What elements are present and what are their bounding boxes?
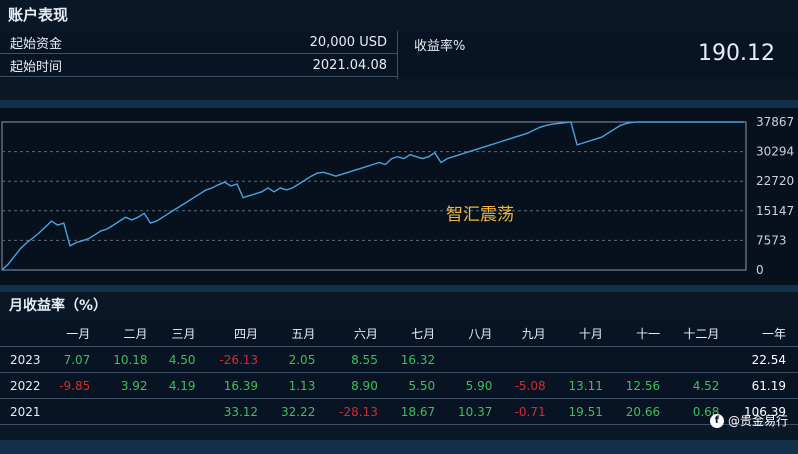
divider [397, 31, 398, 79]
monthly-row: 2022 -9.85 3.92 4.19 16.39 1.13 8.90 5.50 5.90 -5… [0, 372, 798, 399]
header-month: 一年 [731, 320, 798, 347]
header-month: 五月 [270, 320, 328, 347]
month-value-cell: 4.50 [159, 346, 208, 373]
header-month: 三月 [159, 320, 208, 347]
bottom-strip [0, 440, 798, 454]
month-value-cell: 4.19 [159, 372, 208, 399]
month-value-cell: 4.52 [672, 372, 732, 399]
y-tick-label: 0 [756, 263, 764, 277]
watermark: f @贵金易行 [709, 412, 788, 429]
account-row-start: 起始时间 2021.04.08 [0, 53, 397, 77]
header-month: 九月 [504, 320, 558, 347]
chart-annotation: 智汇震荡 [446, 205, 514, 225]
header-month: 六月 [327, 320, 390, 347]
account-title: 账户表现 [0, 0, 798, 30]
header-month: 八月 [447, 320, 505, 347]
month-value-cell: 19.51 [557, 398, 615, 425]
month-value-cell [504, 346, 558, 373]
month-value-cell: 3.92 [102, 372, 160, 399]
equity-line [1, 121, 744, 271]
month-value-cell: 16.39 [207, 372, 271, 399]
account-row-capital: 起始资金 20,000 USD [0, 31, 397, 54]
month-value-cell: 5.90 [447, 372, 505, 399]
section-divider [0, 100, 798, 108]
month-value-cell: 20.66 [614, 398, 673, 425]
month-value-cell: 32.22 [270, 398, 328, 425]
y-tick-label: 37867 [756, 115, 794, 129]
header-month: 十月 [557, 320, 615, 347]
year-cell: 2023 [0, 346, 50, 373]
header-month: 四月 [207, 320, 271, 347]
monthly-title: 月收益率（%） [0, 292, 798, 320]
watermark-text: @贵金易行 [727, 414, 788, 428]
month-value-cell: -26.13 [207, 346, 271, 373]
equity-chart-svg: 37867 30294 22720 15147 7573 0 智汇震荡 [1, 115, 794, 277]
monthly-row: 2023 7.07 10.18 4.50 -26.13 2.05 8.55 16.32 22.5… [0, 346, 798, 373]
monthly-body: 2023 7.07 10.18 4.50 -26.13 2.05 8.55 16.32 22.5… [0, 346, 798, 425]
month-value-cell: 8.55 [327, 346, 390, 373]
month-value-cell: -28.13 [327, 398, 390, 425]
header-month: 七月 [389, 320, 448, 347]
y-tick-label: 22720 [756, 174, 794, 188]
month-value-cell [102, 398, 160, 425]
year-cell: 2021 [0, 398, 50, 425]
year-cell: 2022 [0, 372, 50, 399]
start-value: 2021.04.08 [168, 53, 397, 77]
section-divider [0, 285, 798, 292]
y-tick-label: 30294 [756, 145, 794, 159]
month-value-cell: -9.85 [49, 372, 103, 399]
monthly-row: 2021 33.12 32.22 -28.13 18.67 10.37 -0.71 19.51… [0, 398, 798, 425]
facebook-icon: f [709, 413, 724, 428]
month-value-cell [672, 346, 732, 373]
month-value-cell: 12.56 [614, 372, 673, 399]
equity-chart: 37867 30294 22720 15147 7573 0 智汇震荡 [0, 108, 798, 285]
month-value-cell [447, 346, 505, 373]
month-value-cell: -5.08 [504, 372, 558, 399]
start-label: 起始时间 [0, 53, 169, 77]
year-total-cell: 61.19 [731, 372, 798, 399]
month-value-cell: 5.50 [389, 372, 448, 399]
month-value-cell: 8.90 [327, 372, 390, 399]
month-value-cell: 10.18 [102, 346, 160, 373]
year-total-cell: 106.39 [731, 398, 798, 425]
month-value-cell: 1.13 [270, 372, 328, 399]
capital-label: 起始资金 [0, 31, 169, 54]
month-value-cell: 13.11 [557, 372, 615, 399]
header-month: 十一 [614, 320, 673, 347]
account-table: 起始资金 20,000 USD 起始时间 2021.04.08 [0, 31, 397, 77]
return-value: 190.12 [698, 41, 775, 66]
month-value-cell: 33.12 [207, 398, 271, 425]
month-value-cell: 10.37 [447, 398, 505, 425]
year-total-cell: 22.54 [731, 346, 798, 373]
header-month: 二月 [102, 320, 160, 347]
month-value-cell: 16.32 [389, 346, 448, 373]
monthly-table: 一月 二月 三月 四月 五月 六月 七月 八月 九月 十月 十一 十二月 一年 2023 7.07 10.1… [0, 320, 798, 425]
month-value-cell [557, 346, 615, 373]
account-summary: 起始资金 20,000 USD 起始时间 2021.04.08 收益率% 190… [0, 31, 798, 79]
header-month: 一月 [49, 320, 103, 347]
month-value-cell: 7.07 [49, 346, 103, 373]
monthly-header-row: 一月 二月 三月 四月 五月 六月 七月 八月 九月 十月 十一 十二月 一年 [0, 320, 798, 347]
y-tick-label: 7573 [756, 233, 787, 247]
y-tick-label: 15147 [756, 204, 794, 218]
plot-frame [1, 121, 747, 271]
month-value-cell: 2.05 [270, 346, 328, 373]
return-label: 收益率% [414, 39, 466, 54]
capital-value: 20,000 USD [168, 31, 397, 54]
month-value-cell [159, 398, 208, 425]
month-value-cell: -0.71 [504, 398, 558, 425]
month-value-cell: 18.67 [389, 398, 448, 425]
month-value-cell [614, 346, 673, 373]
month-value-cell [49, 398, 103, 425]
header-year [0, 320, 50, 347]
header-month: 十二月 [672, 320, 732, 347]
